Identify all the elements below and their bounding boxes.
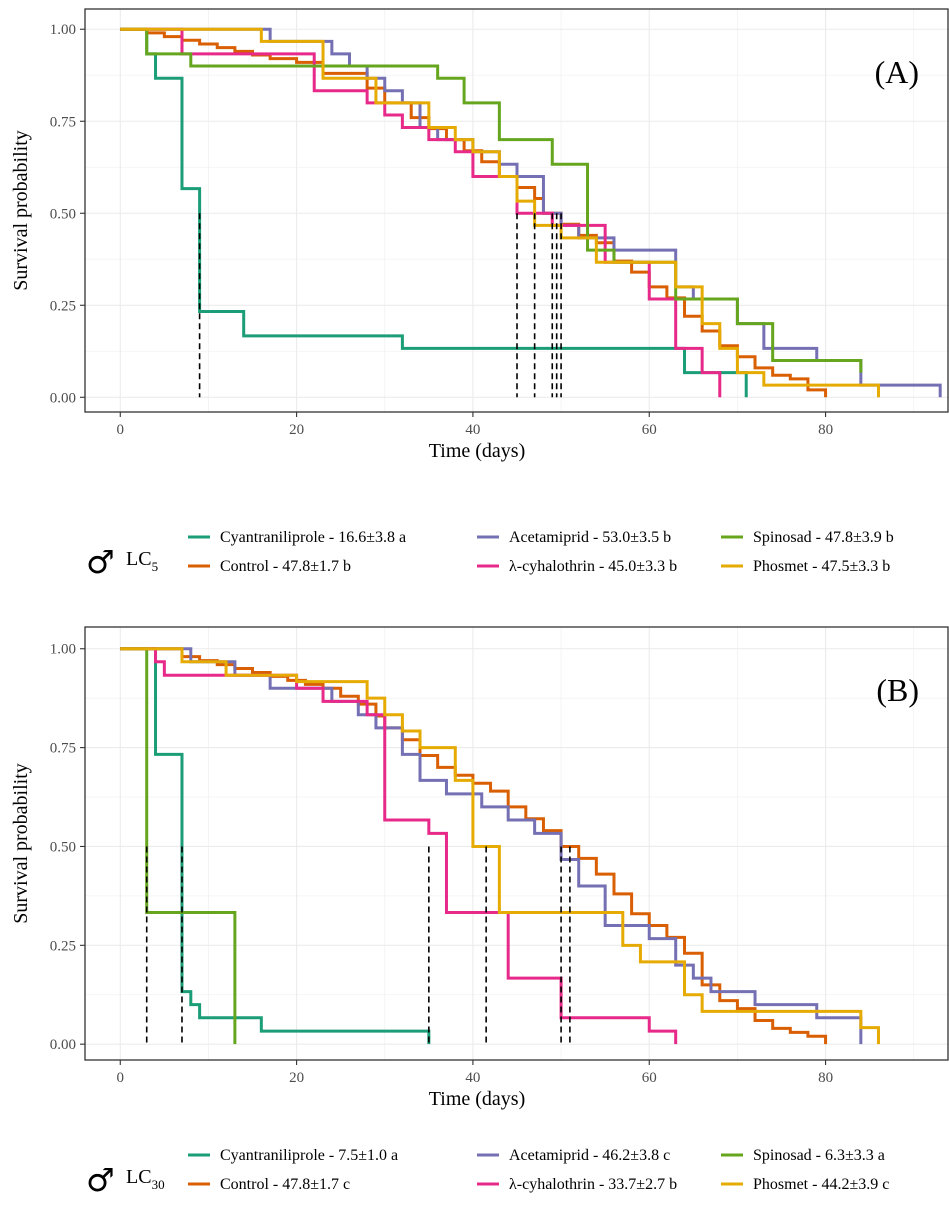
y-tick-label: 0.25 xyxy=(50,298,76,314)
x-tick-label: 40 xyxy=(465,1070,480,1086)
legend-entry: Cyantraniliprole - 16.6±3.8 a xyxy=(220,529,406,546)
panel-label: (A) xyxy=(875,54,919,90)
legend-entry: λ-cyhalothrin - 45.0±3.3 b xyxy=(509,558,677,575)
male-symbol-icon: ♂ xyxy=(86,543,115,581)
legend-title-main: LC xyxy=(126,548,152,570)
series-line-1 xyxy=(120,647,431,1045)
y-tick-label: 0.00 xyxy=(50,1037,76,1053)
series-line-5 xyxy=(120,27,863,373)
x-tick-label: 60 xyxy=(642,422,657,438)
legend-title-subscript: 30 xyxy=(152,1177,165,1192)
male-symbol-icon: ♂ xyxy=(86,1161,115,1199)
x-tick-label: 0 xyxy=(117,422,125,438)
legend-title-subscript: 5 xyxy=(152,559,159,574)
legend-entry: Control - 47.8±1.7 b xyxy=(220,558,351,575)
panel-border xyxy=(84,8,949,413)
legend-entry: Acetamiprid - 53.0±3.5 b xyxy=(509,529,671,546)
legend: ♂ LC30 Cyantraniliprole - 7.5±1.0 a Acetami… xyxy=(86,1147,889,1199)
y-tick-label: 1.00 xyxy=(50,642,76,658)
y-tick-label: 0.50 xyxy=(50,839,76,855)
x-tick-label: 80 xyxy=(818,1070,833,1086)
y-tick-label: 1.00 xyxy=(50,22,76,38)
x-tick-label: 0 xyxy=(117,1070,125,1086)
y-tick-label: 0.00 xyxy=(50,390,76,406)
legend: ♂ LC5 Cyantraniliprole - 16.6±3.8 a Acetami… xyxy=(86,529,894,581)
x-axis-title: Time (days) xyxy=(429,440,525,462)
y-tick-label: 0.75 xyxy=(50,741,76,757)
series-line-3 xyxy=(120,647,863,1045)
panel-border xyxy=(84,626,949,1061)
x-tick-label: 20 xyxy=(289,422,304,438)
x-tick-label: 60 xyxy=(642,1070,657,1086)
y-tick-label: 0.25 xyxy=(50,938,76,954)
legend-title: LC5 xyxy=(126,548,158,574)
legend-title: LC30 xyxy=(126,1166,165,1192)
y-axis-title: Survival probability xyxy=(10,130,32,291)
y-tick-label: 0.75 xyxy=(50,114,76,130)
y-axis-title: Survival probability xyxy=(10,763,32,924)
series-line-6 xyxy=(120,647,880,1045)
x-axis-title: Time (days) xyxy=(429,1088,525,1110)
legend-entry: Cyantraniliprole - 7.5±1.0 a xyxy=(220,1147,398,1164)
legend-entry: Acetamiprid - 46.2±3.8 c xyxy=(509,1147,670,1164)
legend-entry: Spinosad - 47.8±3.9 b xyxy=(753,529,894,546)
x-tick-label: 40 xyxy=(465,422,480,438)
chart-panel-1: 0 20 40 60 80 0.00 0.25 0.50 0.75 1.00 Time (days)… xyxy=(10,8,949,462)
legend-entry: Control - 47.8±1.7 c xyxy=(220,1176,350,1193)
legend-entry: Phosmet - 47.5±3.3 b xyxy=(753,558,890,575)
legend-title-main: LC xyxy=(126,1166,152,1188)
x-tick-label: 20 xyxy=(289,1070,304,1086)
legend-entry: Spinosad - 6.3±3.3 a xyxy=(753,1147,885,1164)
legend-entry: Phosmet - 44.2±3.9 c xyxy=(753,1176,889,1193)
series-line-6 xyxy=(120,27,880,398)
legend-entry: λ-cyhalothrin - 33.7±2.7 b xyxy=(509,1176,677,1193)
chart-panel-2: 0 20 40 60 80 0.00 0.25 0.50 0.75 1.00 Time (days)… xyxy=(10,626,949,1110)
panel-label: (B) xyxy=(876,672,919,708)
x-tick-label: 80 xyxy=(818,422,833,438)
y-tick-label: 0.50 xyxy=(50,206,76,222)
